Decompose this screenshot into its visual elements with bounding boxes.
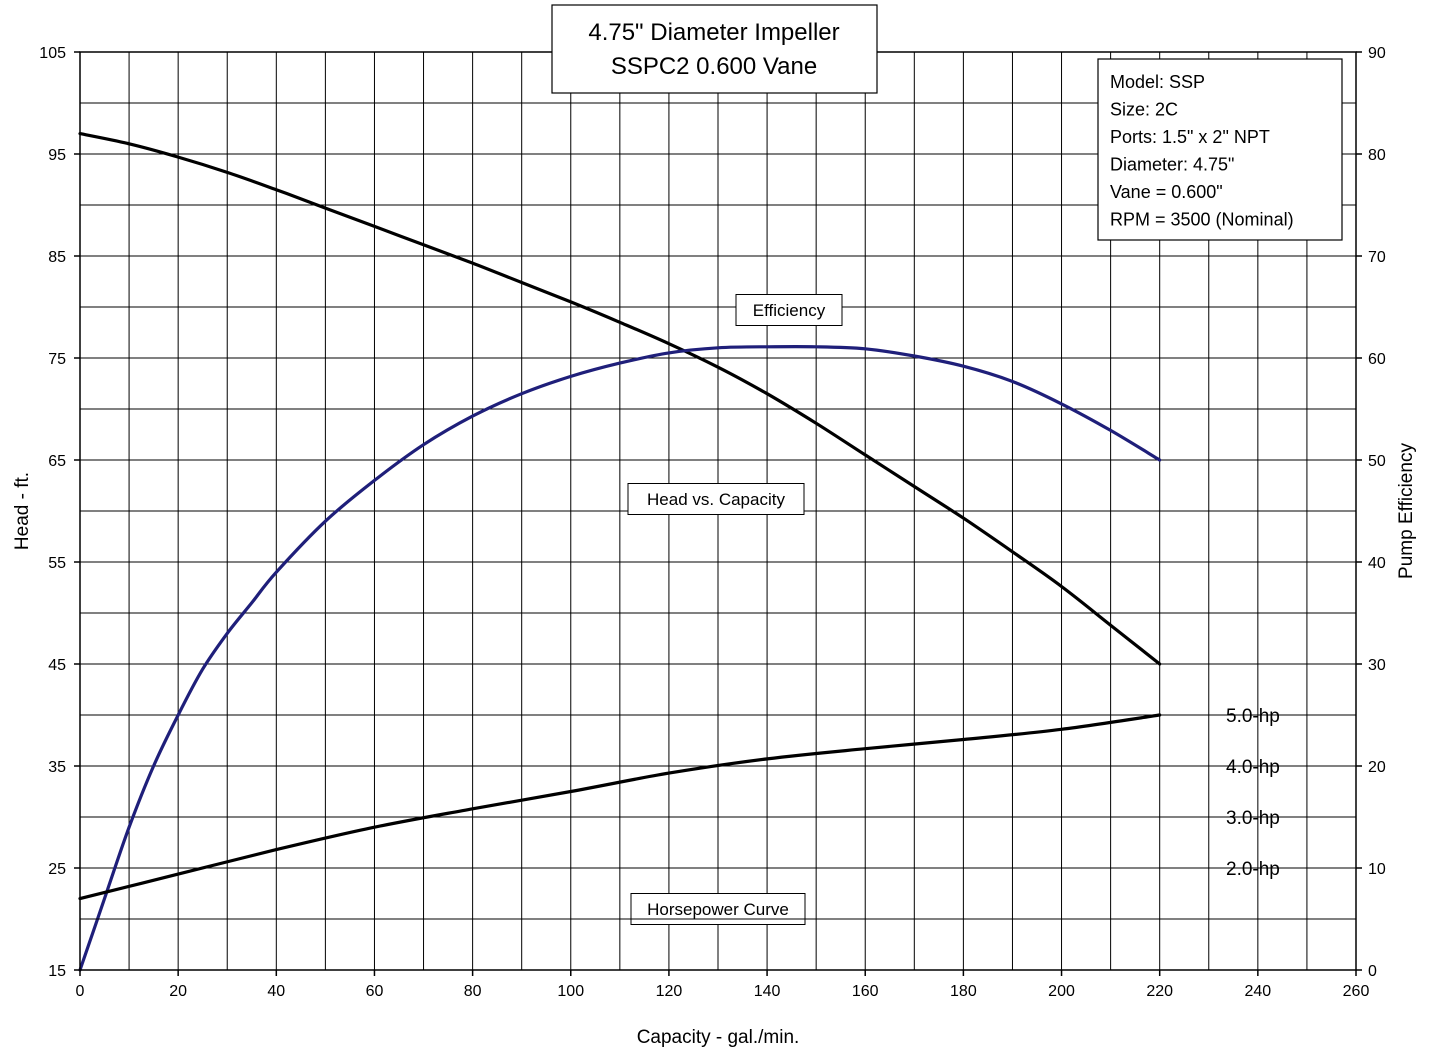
x-axis-title: Capacity - gal./min. xyxy=(637,1027,800,1048)
right-y-tick-label: 0 xyxy=(1368,963,1377,980)
x-tick-label: 60 xyxy=(366,983,384,1000)
right-y-tick-label: 70 xyxy=(1368,249,1386,266)
efficiency-annotation-frame xyxy=(735,294,843,326)
x-tick-label: 20 xyxy=(169,983,187,1000)
right-y-tick-label: 60 xyxy=(1368,351,1386,368)
x-tick-label: 260 xyxy=(1343,983,1370,1000)
info-line: Size: 2C xyxy=(1110,100,1178,120)
hp-label: 4.0-hp xyxy=(1226,757,1280,778)
head-annotation: Head vs. Capacity xyxy=(627,483,805,515)
right-y-tick-label: 90 xyxy=(1368,45,1386,62)
chart-title-line-2: SSPC2 0.600 Vane xyxy=(611,53,817,80)
info-box-frame xyxy=(1097,58,1343,241)
x-tick-label: 200 xyxy=(1048,983,1075,1000)
horsepower-annotation-label: Horsepower Curve xyxy=(647,900,789,919)
x-tick-label: 80 xyxy=(464,983,482,1000)
hp-label: 3.0-hp xyxy=(1226,808,1280,829)
chart-title-line-1: 4.75" Diameter Impeller xyxy=(588,19,839,46)
x-tick-label: 120 xyxy=(656,983,683,1000)
info-line: RPM = 3500 (Nominal) xyxy=(1110,210,1294,230)
x-tick-label: 180 xyxy=(950,983,977,1000)
left-y-tick-label: 55 xyxy=(48,555,66,572)
left-y-tick-label: 45 xyxy=(48,657,66,674)
x-tick-label: 220 xyxy=(1146,983,1173,1000)
right-y-tick-label: 10 xyxy=(1368,861,1386,878)
left-y-tick-label: 85 xyxy=(48,249,66,266)
axis-ticks: 0 20 40 60 80 100 120 140 160 180 200 220 240 2601525… xyxy=(39,45,1386,1000)
left-y-tick-label: 25 xyxy=(48,861,66,878)
x-tick-label: 0 xyxy=(76,983,85,1000)
left-y-tick-label: 105 xyxy=(39,45,66,62)
head-annotation-label: Head vs. Capacity xyxy=(647,490,785,509)
series-lines xyxy=(78,132,1162,972)
info-line: Ports: 1.5" x 2" NPT xyxy=(1110,127,1270,147)
left-y-tick-label: 15 xyxy=(48,963,66,980)
efficiency-annotation: Efficiency xyxy=(735,294,843,326)
x-tick-label: 160 xyxy=(852,983,879,1000)
head-series-line xyxy=(78,132,1162,666)
left-y-tick-label: 75 xyxy=(48,351,66,368)
left-y-tick-label: 95 xyxy=(48,147,66,164)
horsepower-series-line xyxy=(78,713,1162,901)
horsepower-annotation: Horsepower Curve xyxy=(630,893,806,925)
x-tick-label: 40 xyxy=(267,983,285,1000)
x-tick-label: 140 xyxy=(754,983,781,1000)
x-tick-label: 240 xyxy=(1244,983,1271,1000)
right-y-tick-label: 80 xyxy=(1368,147,1386,164)
left-y-tick-label: 35 xyxy=(48,759,66,776)
right-y-tick-label: 40 xyxy=(1368,555,1386,572)
info-line: Model: SSP xyxy=(1110,72,1205,92)
hp-label: 5.0-hp xyxy=(1226,706,1280,727)
efficiency-series-line xyxy=(78,344,1162,972)
right-y-tick-label: 50 xyxy=(1368,453,1386,470)
left-y-axis-title: Head - ft. xyxy=(12,472,33,550)
right-y-axis-title: Pump Efficiency xyxy=(1396,443,1417,579)
info-box: Model: SSP Size: 2C Ports: 1.5" x 2" NPT… xyxy=(1097,58,1343,241)
hp-label: 2.0-hp xyxy=(1226,859,1280,880)
title-box-frame xyxy=(551,4,878,94)
left-y-tick-label: 65 xyxy=(48,453,66,470)
horsepower-labels: 5.0-hp 4.0-hp 3.0-hp 2.0-hp xyxy=(80,706,1280,920)
title-box: 4.75" Diameter Impeller SSPC2 0.600 Vane xyxy=(551,4,878,94)
efficiency-annotation-label: Efficiency xyxy=(753,301,826,320)
head-annotation-frame xyxy=(627,483,805,515)
right-y-tick-label: 20 xyxy=(1368,759,1386,776)
info-line: Diameter: 4.75" xyxy=(1110,155,1234,175)
x-tick-label: 100 xyxy=(557,983,584,1000)
right-y-tick-label: 30 xyxy=(1368,657,1386,674)
info-line: Vane = 0.600" xyxy=(1110,182,1223,202)
